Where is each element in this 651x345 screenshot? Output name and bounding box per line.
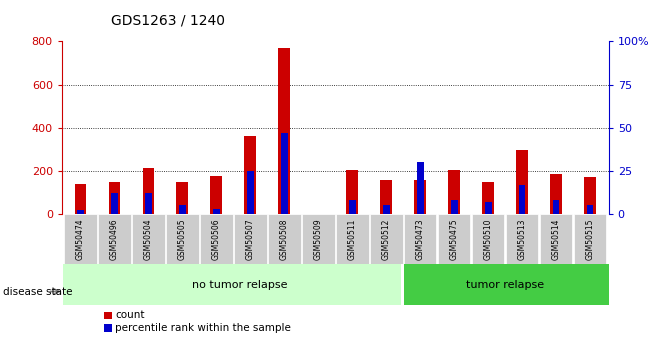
Bar (109, 181, 120, 214)
Bar (75, 184, 87, 214)
Text: GDS1263 / 1240: GDS1263 / 1240 (111, 13, 225, 28)
Bar (584, 177, 596, 214)
Bar (485, 202, 492, 214)
Bar (213, 209, 220, 214)
Bar (336, 214, 368, 264)
Bar (77, 210, 84, 214)
Text: GSM50475: GSM50475 (450, 218, 459, 260)
Text: GSM50505: GSM50505 (178, 218, 187, 260)
Bar (64, 214, 97, 264)
Text: GSM50508: GSM50508 (280, 218, 289, 260)
Text: GSM50506: GSM50506 (212, 218, 221, 260)
Bar (550, 174, 562, 214)
Bar (450, 200, 458, 214)
Bar (247, 171, 254, 214)
Bar (516, 150, 528, 214)
Bar (346, 170, 358, 214)
Bar (98, 214, 131, 264)
Bar (574, 214, 606, 264)
Text: GSM50513: GSM50513 (518, 218, 527, 260)
Text: tumor relapse: tumor relapse (466, 280, 544, 289)
Text: GSM50496: GSM50496 (110, 218, 119, 260)
Bar (234, 214, 267, 264)
Bar (349, 200, 355, 214)
Text: GSM50504: GSM50504 (144, 218, 153, 260)
Bar (176, 182, 188, 214)
Bar (540, 214, 572, 264)
Text: GSM50474: GSM50474 (76, 218, 85, 260)
Bar (210, 176, 223, 214)
Bar (383, 205, 389, 214)
Bar (132, 214, 165, 264)
Bar (506, 214, 538, 264)
Bar (482, 182, 494, 214)
Bar (179, 205, 186, 214)
Text: GSM50510: GSM50510 (484, 218, 493, 260)
Text: GSM50514: GSM50514 (551, 218, 561, 260)
Text: GSM50473: GSM50473 (416, 218, 424, 260)
Bar (448, 170, 460, 214)
Text: no tumor relapse: no tumor relapse (193, 280, 288, 289)
Text: disease state: disease state (3, 287, 73, 296)
Bar (553, 200, 559, 214)
Bar (380, 180, 392, 214)
Bar (279, 48, 290, 214)
Bar (404, 214, 436, 264)
Bar (244, 136, 256, 214)
Bar (587, 205, 594, 214)
Text: GSM50512: GSM50512 (381, 218, 391, 259)
Bar (302, 214, 335, 264)
Text: GSM50509: GSM50509 (314, 218, 323, 260)
Text: GSM50511: GSM50511 (348, 218, 357, 259)
Bar (417, 162, 424, 214)
Bar (370, 214, 402, 264)
Bar (404, 264, 609, 305)
Bar (200, 214, 232, 264)
Text: count: count (115, 310, 145, 320)
Bar (166, 214, 199, 264)
Bar (145, 193, 152, 214)
Bar (472, 214, 505, 264)
Bar (143, 168, 154, 214)
Bar (111, 193, 118, 214)
Bar (519, 185, 525, 214)
Text: percentile rank within the sample: percentile rank within the sample (115, 323, 291, 333)
Bar (63, 264, 401, 305)
Bar (268, 214, 301, 264)
Text: GSM50515: GSM50515 (585, 218, 594, 260)
Text: GSM50507: GSM50507 (246, 218, 255, 260)
Bar (438, 214, 471, 264)
Bar (281, 133, 288, 214)
Bar (414, 180, 426, 214)
